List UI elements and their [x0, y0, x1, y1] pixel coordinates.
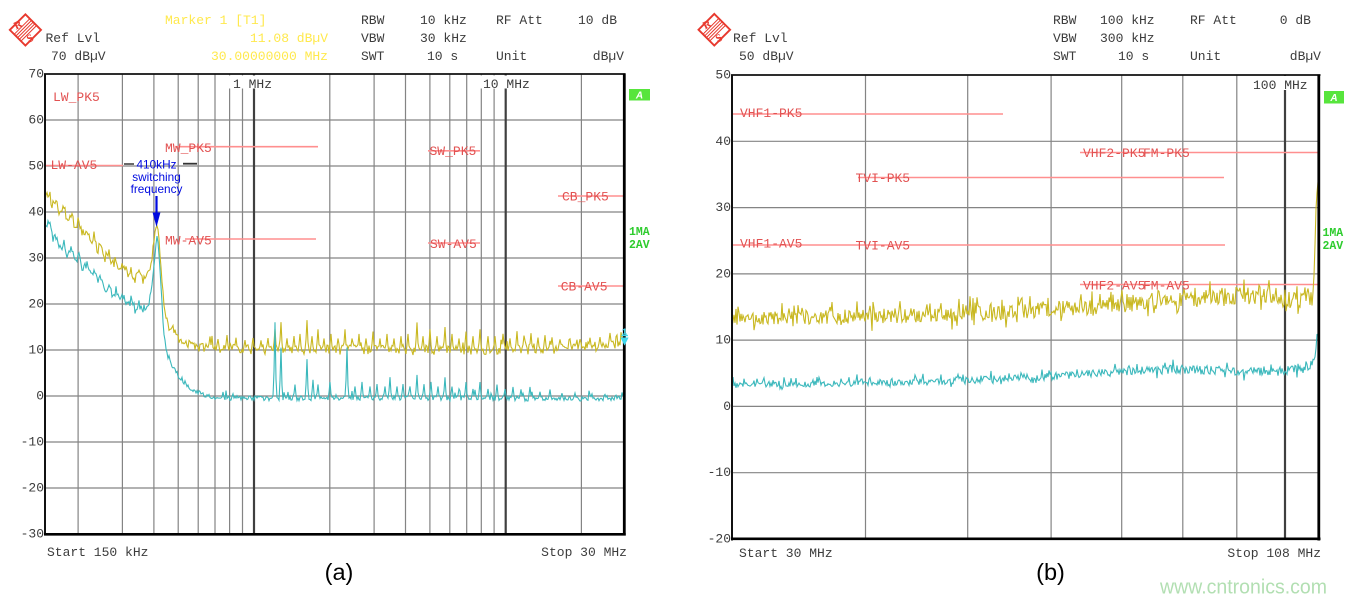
svg-text:CB_PK5: CB_PK5: [562, 190, 609, 205]
svg-text:SWT: SWT: [1053, 49, 1077, 64]
svg-text:SW-AV5: SW-AV5: [430, 237, 477, 252]
svg-text:VBW: VBW: [1053, 31, 1077, 46]
svg-text:Start 30 MHz: Start 30 MHz: [739, 546, 833, 561]
svg-text:60: 60: [28, 113, 44, 128]
svg-text:LW-AV5: LW-AV5: [51, 158, 98, 173]
svg-text:50 dBµV: 50 dBµV: [739, 49, 794, 64]
svg-text:Unit: Unit: [1190, 49, 1221, 64]
svg-text:RBW: RBW: [1053, 13, 1077, 28]
svg-text:10 s: 10 s: [1118, 49, 1149, 64]
svg-text:CB-AV5: CB-AV5: [561, 280, 608, 295]
svg-text:1MA: 1MA: [1323, 227, 1344, 240]
svg-text:50: 50: [715, 68, 731, 83]
svg-text:dBµV: dBµV: [1290, 49, 1321, 64]
svg-text:Start 150 kHz: Start 150 kHz: [47, 545, 148, 560]
svg-text:SW_PK5: SW_PK5: [430, 144, 477, 159]
svg-text:TVI-PK5: TVI-PK5: [856, 171, 911, 186]
svg-text:100 MHz: 100 MHz: [1253, 78, 1308, 93]
svg-text:100 kHz: 100 kHz: [1100, 13, 1155, 28]
svg-text:S: S: [714, 32, 725, 45]
svg-text:A: A: [635, 91, 643, 102]
svg-text:410kHz: 410kHz: [137, 158, 177, 172]
svg-text:1: 1: [622, 327, 628, 338]
svg-text:TVI-AV5: TVI-AV5: [856, 239, 911, 254]
svg-text:(b): (b): [1036, 559, 1065, 585]
svg-text:30: 30: [28, 251, 44, 266]
svg-text:70: 70: [28, 67, 44, 82]
svg-text:50: 50: [28, 159, 44, 174]
svg-text:FM-PK5: FM-PK5: [1143, 146, 1190, 161]
svg-text:VHF2-PK5: VHF2-PK5: [1083, 146, 1145, 161]
svg-text:40: 40: [28, 205, 44, 220]
svg-text:MW_PK5: MW_PK5: [165, 141, 212, 156]
svg-text:-10: -10: [708, 465, 731, 480]
svg-text:10 MHz: 10 MHz: [483, 77, 530, 92]
svg-text:VHF2-AV5: VHF2-AV5: [1083, 279, 1145, 294]
svg-text:30: 30: [715, 200, 731, 215]
svg-text:Marker 1 [T1]: Marker 1 [T1]: [165, 13, 266, 28]
svg-text:10 s: 10 s: [427, 49, 458, 64]
svg-text:30 kHz: 30 kHz: [420, 31, 467, 46]
svg-text:VBW: VBW: [361, 31, 385, 46]
svg-text:dBµV: dBµV: [593, 49, 624, 64]
svg-text:20: 20: [715, 266, 731, 281]
svg-text:11.08 dBµV: 11.08 dBµV: [250, 31, 328, 46]
svg-text:S: S: [25, 32, 36, 45]
svg-text:-10: -10: [21, 435, 44, 450]
svg-text:-20: -20: [21, 481, 44, 496]
svg-text:Stop 108 MHz: Stop 108 MHz: [1227, 546, 1321, 561]
svg-text:LW_PK5: LW_PK5: [53, 90, 100, 105]
svg-text:A: A: [1329, 93, 1337, 104]
svg-text:10 dB: 10 dB: [578, 13, 617, 28]
svg-text:2AV: 2AV: [1323, 240, 1344, 253]
svg-text:Ref Lvl: Ref Lvl: [46, 31, 101, 46]
svg-text:RF Att: RF Att: [496, 13, 543, 28]
svg-text:-30: -30: [21, 527, 44, 542]
svg-text:70 dBµV: 70 dBµV: [51, 49, 106, 64]
svg-text:10: 10: [28, 343, 44, 358]
svg-text:300 kHz: 300 kHz: [1100, 31, 1155, 46]
svg-text:RBW: RBW: [361, 13, 385, 28]
svg-text:0: 0: [36, 389, 44, 404]
svg-text:SWT: SWT: [361, 49, 385, 64]
svg-text:RF Att: RF Att: [1190, 13, 1237, 28]
svg-text:0 dB: 0 dB: [1280, 13, 1311, 28]
svg-text:(a): (a): [325, 559, 354, 585]
svg-text:2AV: 2AV: [629, 239, 650, 252]
svg-text:30.00000000 MHz: 30.00000000 MHz: [211, 49, 328, 64]
svg-text:MW-AV5: MW-AV5: [165, 234, 212, 249]
svg-text:frequency: frequency: [131, 182, 183, 196]
svg-text:switching: switching: [132, 170, 181, 184]
svg-text:20: 20: [28, 297, 44, 312]
svg-text:0: 0: [723, 399, 731, 414]
svg-text:VHF1-AV5: VHF1-AV5: [740, 237, 802, 252]
svg-text:10: 10: [715, 333, 731, 348]
svg-text:1 MHz: 1 MHz: [233, 77, 272, 92]
svg-text:Ref Lvl: Ref Lvl: [733, 31, 788, 46]
svg-text:40: 40: [715, 134, 731, 149]
svg-text:10 kHz: 10 kHz: [420, 13, 467, 28]
svg-text:Unit: Unit: [496, 49, 527, 64]
svg-text:FM-AV5: FM-AV5: [1143, 279, 1190, 294]
svg-text:Stop 30 MHz: Stop 30 MHz: [541, 545, 627, 560]
svg-text:-20: -20: [708, 532, 731, 547]
svg-text:VHF1-PK5: VHF1-PK5: [740, 106, 802, 121]
svg-text:www.cntronics.com: www.cntronics.com: [1159, 576, 1327, 599]
svg-text:1MA: 1MA: [629, 226, 650, 239]
